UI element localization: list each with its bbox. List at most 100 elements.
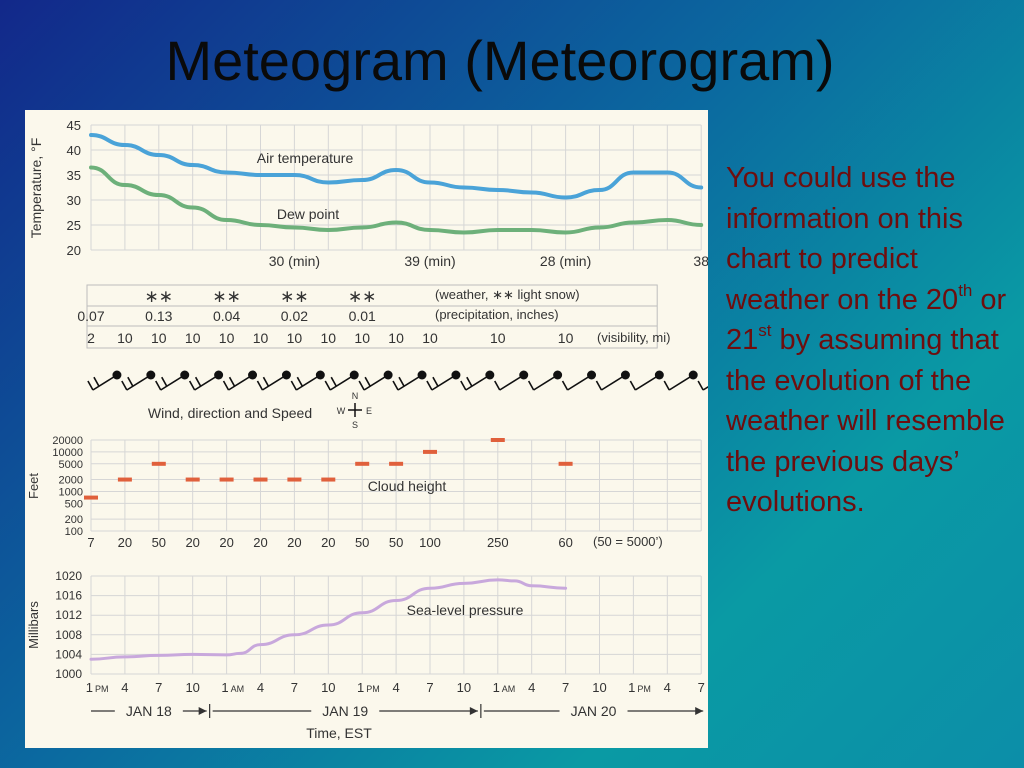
dew-point-label: Dew point [277, 206, 339, 222]
time-tick-ampm: AM [502, 684, 516, 694]
time-tick-label: 4 [392, 680, 399, 695]
wind-station-dot [214, 370, 224, 380]
time-tick-label: 4 [121, 680, 128, 695]
wind-barb-shaft [324, 374, 355, 391]
weather-symbol: ∗∗ [145, 287, 174, 306]
visibility-value: 10 [558, 330, 574, 346]
time-tick-label: 7 [698, 680, 705, 695]
cloud-code-note: (50 = 5000’) [593, 534, 663, 549]
day-arrow-head [198, 707, 207, 715]
wind-barb-shaft [256, 374, 287, 391]
pressure-line [89, 578, 568, 661]
wind-barb-shaft [494, 374, 525, 391]
temp-annotation: 38 [693, 253, 708, 269]
precipitation-value: 0.01 [349, 308, 376, 324]
time-tick-label: 4 [528, 680, 535, 695]
air-temperature-label: Air temperature [257, 150, 354, 166]
wind-barb [324, 370, 359, 391]
temp-annotation: 28 (min) [540, 253, 591, 269]
explanation-line2: by assuming that the evolution of the we… [726, 324, 1005, 518]
wind-station-dot [485, 370, 495, 380]
time-tick-label: 1 [493, 680, 500, 695]
wind-station-dot [146, 370, 156, 380]
visibility-value: 10 [185, 330, 201, 346]
time-tick-label: 7 [155, 680, 162, 695]
precipitation-value: 0.02 [281, 308, 308, 324]
wind-barb-shaft [629, 374, 660, 391]
pressure-ylabel: Millibars [26, 601, 41, 649]
cloud-marker [185, 477, 200, 482]
wind-barb-shaft [392, 374, 423, 391]
cloud-marker [117, 477, 132, 482]
visibility-value: 10 [219, 330, 235, 346]
visibility-value: 10 [490, 330, 506, 346]
cloud-code: 20 [118, 535, 132, 550]
dew-point-line [89, 165, 704, 235]
cloud-code: 50 [389, 535, 403, 550]
wind-barb-shaft [663, 374, 694, 391]
cloud-ytick-label: 200 [65, 514, 83, 526]
temp-annotation: 39 (min) [404, 253, 455, 269]
time-tick-label: 1 [357, 680, 364, 695]
wind-barb [426, 370, 461, 391]
wind-station-dot [688, 370, 698, 380]
wind-station-dot [587, 370, 597, 380]
wind-barb-shaft [121, 374, 152, 391]
wind-barb [460, 370, 495, 391]
cloud-marker [321, 477, 336, 482]
day-label: JAN 20 [571, 703, 617, 719]
wind-station-dot [315, 370, 325, 380]
wind-barb-shaft [222, 374, 253, 391]
time-tick-ampm: AM [231, 684, 245, 694]
wind-barb [561, 370, 597, 391]
time-tick-label: 7 [426, 680, 433, 695]
cloud-code: 50 [152, 535, 166, 550]
cloud-marker [253, 477, 268, 482]
time-xlabel: Time, EST [306, 725, 372, 741]
cloud-marker [490, 438, 505, 442]
cloud-code: 7 [87, 535, 94, 550]
wind-barb [222, 370, 258, 391]
day-label: JAN 19 [322, 703, 368, 719]
time-tick-label: 10 [185, 680, 199, 695]
day-label: JAN 18 [126, 703, 172, 719]
wind-barb-shaft [527, 374, 559, 391]
cloud-code: 20 [287, 535, 301, 550]
explanation-line1: You could use the information on this ch… [726, 162, 963, 316]
precipitation-value: 0.13 [145, 308, 172, 324]
time-tick-label: 10 [457, 680, 471, 695]
cloud-ytick-label: 100 [65, 526, 83, 538]
cloud-code: 20 [321, 535, 335, 550]
wind-station-dot [654, 370, 664, 380]
weather-symbol: ∗∗ [212, 287, 241, 306]
precipitation-label: (precipitation, inches) [435, 307, 559, 322]
wind-barb [358, 370, 393, 391]
pressure-ytick-label: 1000 [55, 667, 82, 681]
date-21-suffix: st [758, 321, 772, 341]
pressure-ytick-label: 1020 [55, 569, 82, 583]
wind-barb [527, 370, 563, 391]
cloud-marker [219, 477, 234, 482]
wind-station-dot [451, 370, 461, 380]
time-tick-ampm: PM [637, 684, 651, 694]
cloud-marker [151, 461, 166, 466]
weather-label: (weather, ∗∗ light snow) [435, 287, 580, 302]
day-arrow-head [469, 707, 478, 715]
wind-station-dot [417, 370, 427, 380]
explanation-text: You could use the information on this ch… [726, 158, 1018, 523]
temp-ytick-label: 20 [67, 243, 81, 258]
wind-barb [392, 370, 427, 391]
time-tick-label: 1 [221, 680, 228, 695]
meteogram-figure: 45 40 35 30 25 20 Temperature, °F Air temperatu… [25, 110, 708, 748]
explanation-or: or [972, 283, 1007, 316]
time-tick-ampm: PM [95, 684, 109, 694]
meteogram-svg: 45 40 35 30 25 20 Temperature, °F Air temperatu… [26, 118, 708, 741]
cloud-height-label: Cloud height [368, 478, 447, 494]
time-tick-label: 1 [628, 680, 635, 695]
cloud-ylabel: Feet [26, 473, 41, 499]
wind-barb-shaft [87, 374, 118, 391]
wind-station-dot [112, 370, 122, 380]
cloud-ytick-label: 500 [65, 498, 83, 510]
wind-barb [595, 370, 630, 391]
cloud-marker [355, 461, 370, 466]
